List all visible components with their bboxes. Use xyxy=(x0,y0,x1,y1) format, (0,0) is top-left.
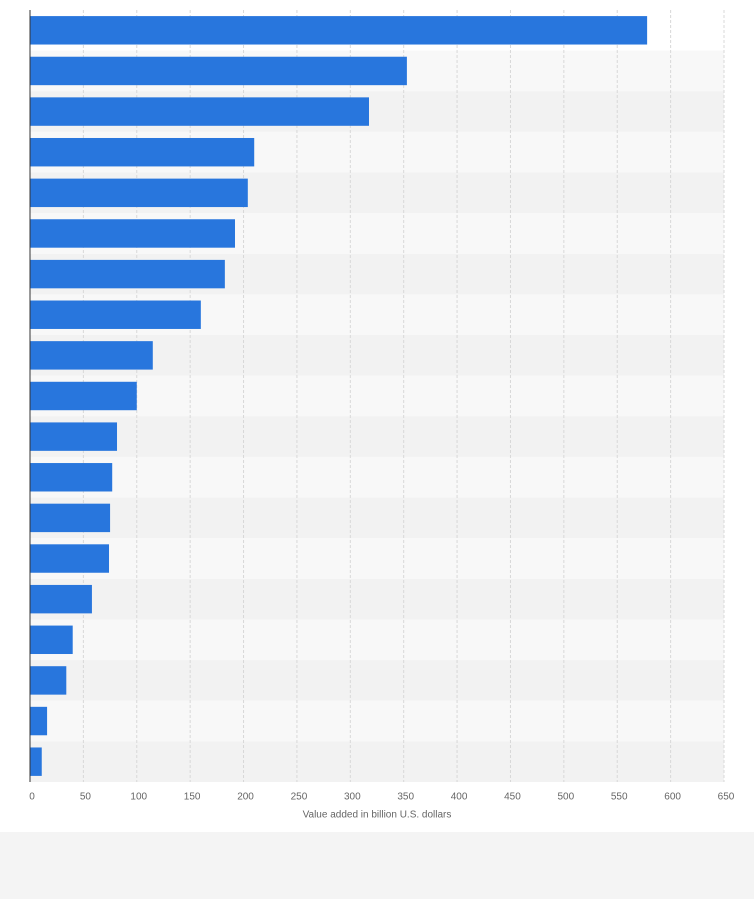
x-tick-label: 350 xyxy=(397,792,414,803)
bar xyxy=(30,584,92,614)
bar xyxy=(30,544,110,573)
footer-panel xyxy=(0,832,754,899)
x-tick-label: 500 xyxy=(558,792,575,803)
row-band xyxy=(30,375,724,417)
x-tick-label: 100 xyxy=(130,792,147,803)
bar xyxy=(30,625,73,655)
bar xyxy=(30,747,42,776)
row-band xyxy=(30,660,724,701)
row-band xyxy=(30,416,724,457)
x-tick-label: 0 xyxy=(29,792,35,803)
x-tick-label: 650 xyxy=(718,792,735,803)
x-tick-label: 600 xyxy=(664,792,681,803)
bar xyxy=(30,300,201,329)
bar xyxy=(30,381,137,411)
row-band xyxy=(30,497,724,539)
bar xyxy=(30,97,369,126)
bar xyxy=(30,341,153,370)
x-tick-label: 450 xyxy=(504,792,521,803)
x-axis-label: Value added in billion U.S. dollars xyxy=(303,810,452,821)
bar xyxy=(30,16,648,45)
bar xyxy=(30,463,113,492)
bar xyxy=(30,422,118,451)
x-tick-label: 400 xyxy=(451,792,468,803)
bar xyxy=(30,219,235,248)
x-tick-label: 150 xyxy=(184,792,201,803)
row-band xyxy=(30,700,724,742)
row-band xyxy=(30,538,724,579)
x-tick-label: 250 xyxy=(291,792,308,803)
bar xyxy=(30,178,248,208)
row-band xyxy=(30,619,724,661)
x-tick-label: 300 xyxy=(344,792,361,803)
bar xyxy=(30,503,111,533)
row-band xyxy=(30,456,724,498)
bar xyxy=(30,137,255,167)
row-band xyxy=(30,741,724,782)
bar xyxy=(30,666,67,695)
x-tick-label: 50 xyxy=(80,792,92,803)
x-tick-label: 550 xyxy=(611,792,628,803)
bar xyxy=(30,706,48,736)
x-tick-label: 200 xyxy=(237,792,254,803)
row-band xyxy=(30,578,724,620)
bar xyxy=(30,259,225,289)
bar xyxy=(30,56,407,86)
